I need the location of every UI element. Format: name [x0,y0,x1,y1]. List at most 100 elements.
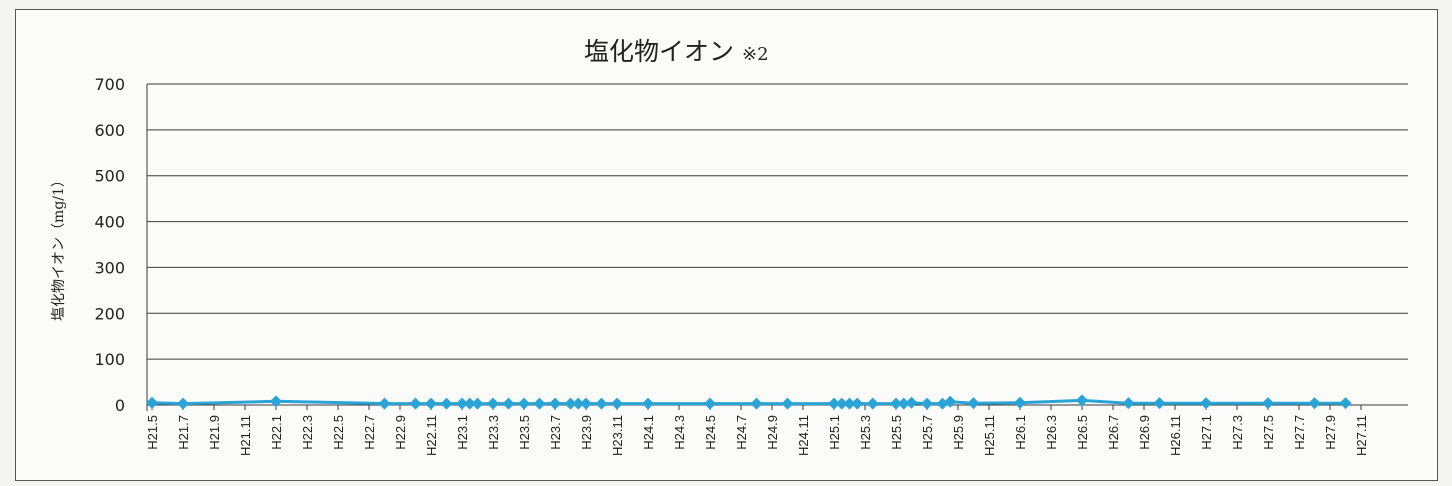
data-point-marker [1200,397,1212,410]
data-point-marker [572,397,585,410]
series-group [146,394,1352,410]
data-point-marker [905,396,918,409]
data-point-marker [440,397,453,410]
data-point-marker [378,397,391,410]
x-tick-label: H22.11 [424,415,439,456]
data-point-marker [890,397,902,410]
data-point-marker [463,397,476,410]
data-point-marker [781,397,794,410]
x-tick-label: H23.5 [517,415,532,450]
x-tick-label: H25.3 [858,415,873,450]
x-tick-label: H23.7 [548,415,563,450]
data-point-marker [518,397,530,410]
data-point-marker [1122,397,1135,410]
data-point-marker [1076,394,1088,407]
data-point-marker [549,397,561,410]
y-tick-label: 0 [115,396,125,415]
x-tick-label: H21.11 [238,415,253,456]
x-axis-ticks: H21.5 H21.7 H21.9 H21.11 H22.1 H22.3 H22.5 H22.… [145,405,1369,456]
data-point-marker [642,397,654,410]
x-tick-label: H27.1 [1199,415,1214,450]
x-tick-label: H25.5 [889,415,904,450]
x-tick-label: H24.9 [765,415,780,450]
y-tick-label: 300 [94,258,125,277]
x-tick-label: H27.5 [1261,415,1276,450]
x-tick-label: H25.9 [951,415,966,450]
x-tick-label: H23.1 [455,415,470,450]
x-tick-label: H25.7 [920,415,935,450]
data-point-marker [270,395,282,408]
x-tick-label: H26.7 [1106,415,1121,450]
y-axis-label: 塩化物イオン（mg/1） [51,173,67,321]
data-point-marker [1262,397,1274,410]
data-point-marker [897,397,910,410]
y-tick-label: 600 [94,121,125,140]
x-tick-label: H21.7 [176,415,191,450]
data-point-marker [944,395,957,408]
data-point-marker [456,397,468,410]
x-tick-label: H23.9 [579,415,594,450]
data-point-marker [580,397,592,410]
x-tick-label: H21.5 [145,415,160,450]
x-tick-label: H27.9 [1323,415,1338,450]
gridlines [146,83,1408,411]
data-point-marker [533,397,546,410]
data-point-marker [1339,397,1352,410]
y-tick-label: 400 [94,213,125,232]
y-tick-label: 500 [94,167,125,186]
x-tick-label: H21.9 [207,415,222,450]
x-tick-label: H22.7 [362,415,377,450]
chart-title-group: 塩化物イオン ※2 [584,37,769,66]
x-tick-label: H23.3 [486,415,501,450]
data-point-marker [177,397,189,410]
data-point-marker [409,397,422,410]
data-point-marker [843,397,856,410]
data-point-marker [425,397,437,410]
x-tick-label: H24.7 [734,415,749,450]
x-tick-label: H27.3 [1230,415,1245,450]
data-point-marker [866,397,879,410]
data-point-marker [611,397,623,410]
x-tick-label: H24.1 [641,415,656,450]
data-point-marker [502,397,515,410]
data-point-marker [487,397,499,410]
x-tick-label: H26.11 [1168,415,1183,456]
x-tick-label: H23.11 [610,415,625,456]
chart-title-note: ※2 [742,44,769,65]
x-tick-label: H24.3 [672,415,687,450]
x-tick-label: H24.11 [796,415,811,456]
x-tick-label: H22.5 [331,415,346,450]
x-tick-label: H26.9 [1137,415,1152,450]
chart-frame: 塩化物イオン ※2 塩化物イオン（mg/1） 0 100 200 300 400 500 6… [15,9,1438,481]
data-point-marker [835,397,848,410]
y-tick-label: 200 [94,304,125,323]
data-point-marker [471,397,484,410]
x-tick-label: H24.5 [703,415,718,450]
x-tick-label: H27.7 [1292,415,1307,450]
data-point-marker [1308,397,1321,410]
data-point-marker [750,397,763,410]
x-tick-label: H26.5 [1075,415,1090,450]
series-line [151,398,1346,406]
x-tick-label: H25.1 [827,415,842,450]
x-tick-label: H25.11 [982,415,997,456]
y-tick-label: 700 [94,75,125,94]
data-point-marker [967,397,980,410]
data-point-marker [146,396,158,409]
data-point-marker [1153,397,1166,410]
x-tick-label: H26.1 [1013,415,1028,450]
data-point-marker [704,397,716,410]
x-tick-label: H22.1 [269,415,284,450]
x-tick-label: H22.9 [393,415,408,450]
data-point-marker [828,397,840,410]
data-point-marker [851,397,864,410]
data-point-marker [564,397,577,410]
x-tick-label: H27.11 [1354,415,1369,456]
x-tick-label: H22.3 [300,415,315,450]
y-axis-ticks: 0 100 200 300 400 500 600 700 [94,75,125,415]
data-point-marker [921,397,933,410]
data-point-marker [1014,396,1026,409]
y-tick-label: 100 [94,350,125,369]
x-tick-label: H26.3 [1044,415,1059,450]
chart-svg: 塩化物イオン ※2 塩化物イオン（mg/1） 0 100 200 300 400 500 6… [51,37,1408,456]
